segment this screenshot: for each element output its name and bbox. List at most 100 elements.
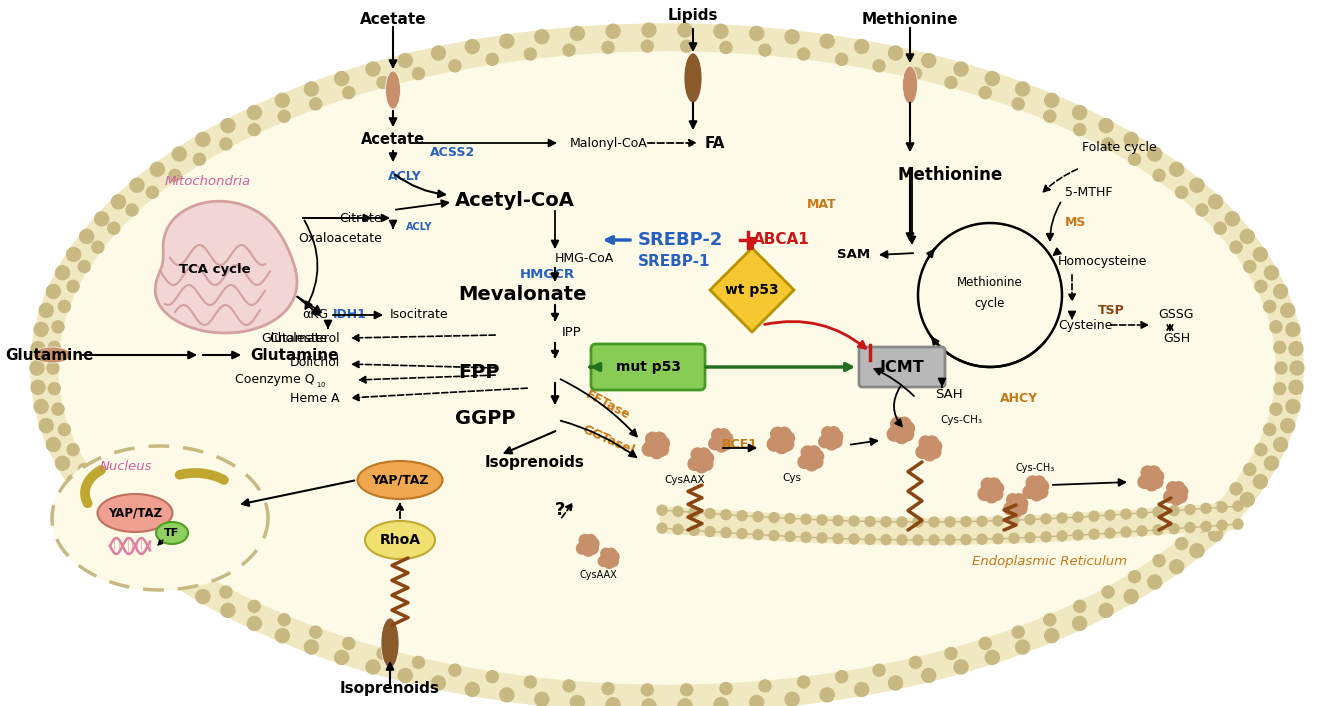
Circle shape bbox=[830, 436, 842, 448]
Text: GGPP: GGPP bbox=[455, 409, 515, 428]
Circle shape bbox=[1137, 476, 1151, 489]
Circle shape bbox=[170, 169, 182, 181]
Circle shape bbox=[129, 544, 144, 558]
Circle shape bbox=[582, 539, 593, 551]
Circle shape bbox=[247, 616, 262, 630]
Circle shape bbox=[525, 676, 537, 688]
Circle shape bbox=[1169, 560, 1184, 574]
Circle shape bbox=[1234, 501, 1243, 511]
Text: RhoA: RhoA bbox=[379, 533, 421, 547]
Circle shape bbox=[1290, 381, 1303, 394]
Text: ACSS2: ACSS2 bbox=[430, 147, 475, 160]
Circle shape bbox=[398, 54, 413, 68]
Text: 5-MTHF: 5-MTHF bbox=[1065, 186, 1112, 198]
Circle shape bbox=[1189, 544, 1204, 558]
Text: Cys-CH₃: Cys-CH₃ bbox=[940, 415, 983, 425]
Text: FPP: FPP bbox=[458, 364, 499, 383]
Circle shape bbox=[705, 508, 716, 518]
Circle shape bbox=[1175, 491, 1187, 503]
Text: GGTasel: GGTasel bbox=[579, 423, 637, 457]
Circle shape bbox=[1073, 124, 1085, 136]
Text: wt p53: wt p53 bbox=[725, 283, 778, 297]
Circle shape bbox=[1234, 519, 1243, 530]
Circle shape bbox=[1072, 616, 1087, 630]
Circle shape bbox=[1009, 499, 1021, 511]
Circle shape bbox=[1240, 229, 1255, 244]
Circle shape bbox=[649, 438, 662, 452]
Circle shape bbox=[1128, 153, 1140, 165]
Circle shape bbox=[820, 688, 834, 702]
Text: ABCA1: ABCA1 bbox=[753, 232, 810, 248]
Circle shape bbox=[1185, 522, 1195, 532]
Circle shape bbox=[800, 454, 813, 467]
Text: ACLY: ACLY bbox=[406, 222, 433, 232]
Circle shape bbox=[1137, 508, 1147, 518]
Circle shape bbox=[945, 647, 957, 659]
Circle shape bbox=[991, 488, 1003, 501]
Circle shape bbox=[873, 60, 885, 72]
Text: Dolichol: Dolichol bbox=[290, 356, 340, 369]
Circle shape bbox=[48, 383, 60, 395]
Circle shape bbox=[172, 575, 187, 589]
Circle shape bbox=[59, 424, 71, 436]
Circle shape bbox=[854, 40, 869, 54]
Circle shape bbox=[605, 558, 614, 568]
Circle shape bbox=[810, 450, 824, 463]
Circle shape bbox=[913, 517, 922, 527]
Circle shape bbox=[1254, 247, 1267, 261]
Circle shape bbox=[769, 531, 780, 541]
Circle shape bbox=[92, 241, 104, 253]
Ellipse shape bbox=[386, 71, 400, 109]
Circle shape bbox=[1012, 626, 1024, 638]
Circle shape bbox=[710, 436, 722, 448]
Circle shape bbox=[1255, 280, 1267, 292]
Circle shape bbox=[310, 626, 322, 638]
Text: CysAAX: CysAAX bbox=[579, 570, 617, 580]
Circle shape bbox=[1264, 265, 1279, 280]
Circle shape bbox=[1275, 362, 1287, 374]
FancyBboxPatch shape bbox=[591, 344, 705, 390]
Circle shape bbox=[525, 48, 537, 60]
Circle shape bbox=[1099, 604, 1113, 617]
Circle shape bbox=[194, 570, 206, 582]
Circle shape bbox=[881, 534, 890, 545]
Text: IDH1: IDH1 bbox=[332, 309, 367, 321]
Circle shape bbox=[56, 456, 69, 470]
Circle shape bbox=[194, 153, 206, 165]
Circle shape bbox=[1137, 526, 1147, 536]
Circle shape bbox=[1176, 486, 1188, 498]
Circle shape bbox=[801, 514, 810, 525]
Circle shape bbox=[587, 538, 599, 549]
Circle shape bbox=[945, 535, 955, 545]
Text: Methionine: Methionine bbox=[862, 12, 959, 27]
Text: TSP: TSP bbox=[1097, 304, 1125, 316]
Circle shape bbox=[650, 445, 663, 459]
Circle shape bbox=[343, 87, 355, 99]
Circle shape bbox=[641, 40, 653, 52]
Text: ?: ? bbox=[555, 501, 565, 519]
Circle shape bbox=[606, 549, 617, 558]
Circle shape bbox=[1169, 524, 1179, 534]
Circle shape bbox=[694, 453, 706, 467]
Circle shape bbox=[900, 427, 913, 441]
Circle shape bbox=[1041, 532, 1051, 542]
Circle shape bbox=[563, 44, 575, 56]
Text: IPP: IPP bbox=[562, 325, 582, 338]
Circle shape bbox=[721, 433, 733, 445]
Circle shape bbox=[698, 448, 710, 461]
Text: HMG-CoA: HMG-CoA bbox=[555, 251, 614, 265]
Circle shape bbox=[657, 505, 668, 515]
Circle shape bbox=[689, 525, 700, 535]
Circle shape bbox=[220, 119, 235, 133]
Text: Endoplasmic Reticulum: Endoplasmic Reticulum bbox=[972, 555, 1128, 568]
Circle shape bbox=[785, 532, 796, 542]
Text: Homocysteine: Homocysteine bbox=[1059, 256, 1147, 268]
Circle shape bbox=[770, 427, 784, 441]
Text: Glutamate: Glutamate bbox=[262, 332, 328, 345]
Circle shape bbox=[720, 438, 732, 450]
Circle shape bbox=[111, 527, 125, 542]
Text: Mevalonate: Mevalonate bbox=[458, 285, 586, 304]
Circle shape bbox=[1025, 532, 1035, 542]
Circle shape bbox=[777, 427, 792, 441]
Circle shape bbox=[108, 502, 120, 514]
